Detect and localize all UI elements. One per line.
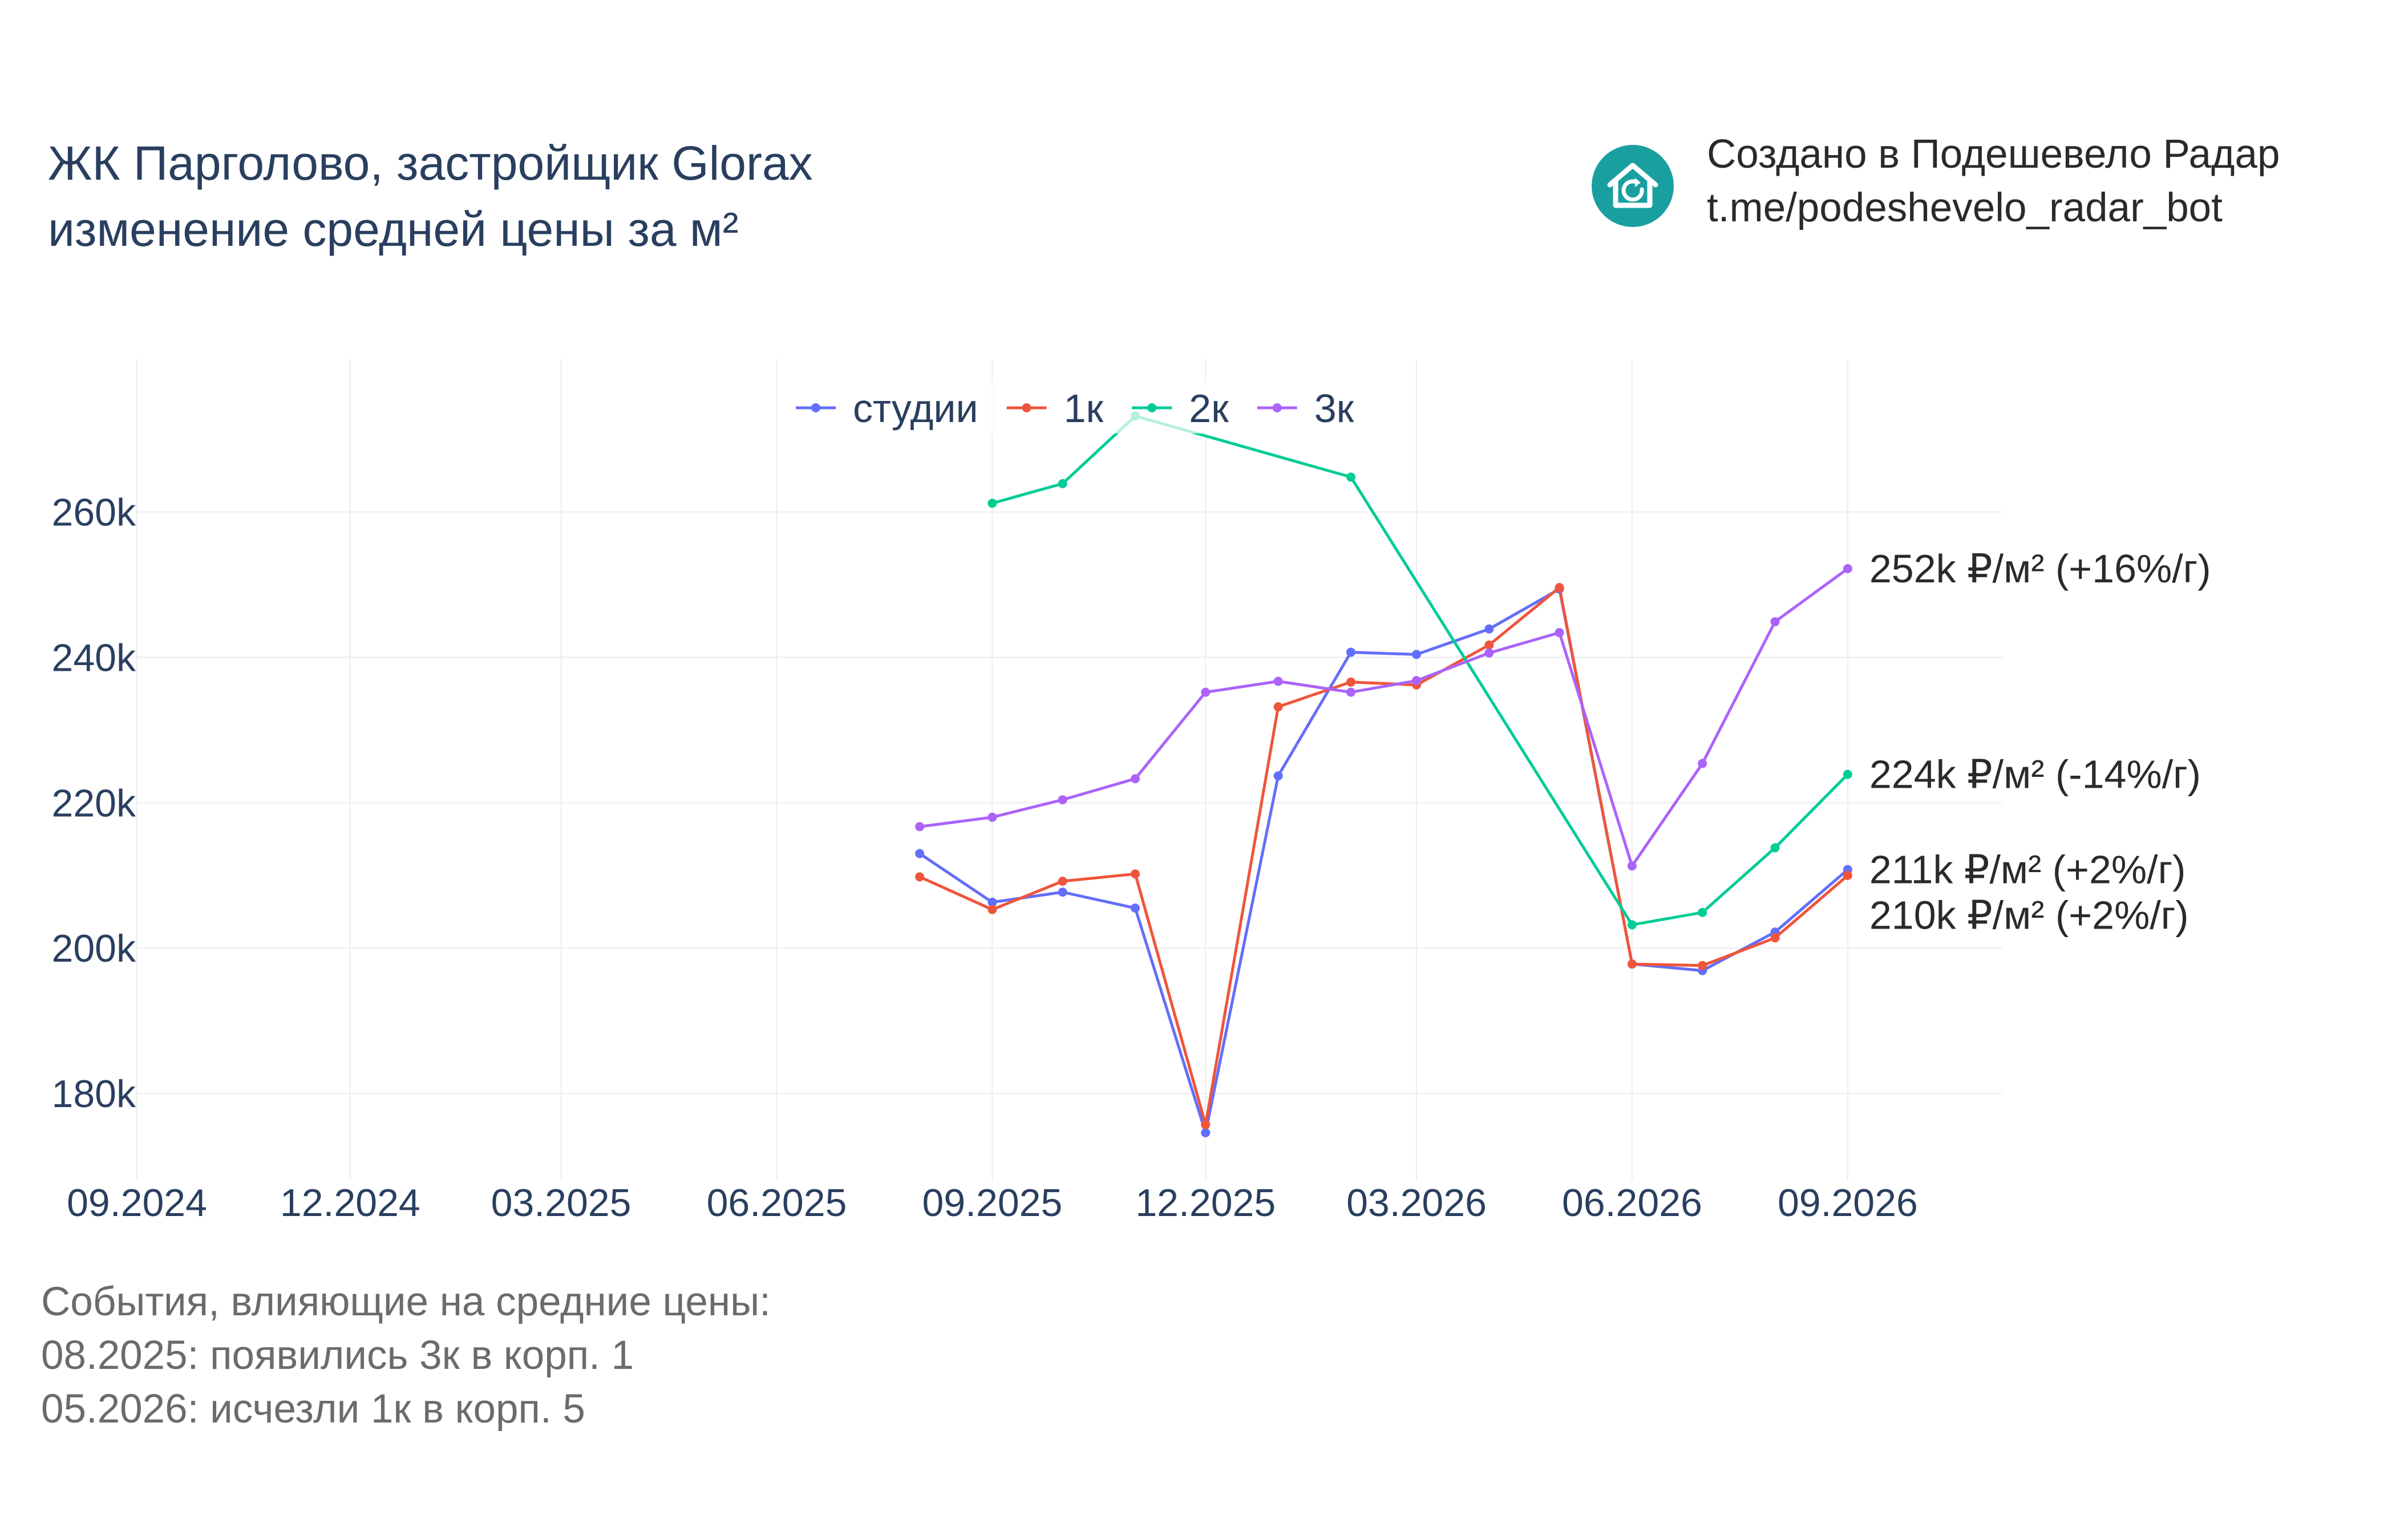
data-point	[1627, 861, 1637, 871]
data-point	[915, 872, 925, 882]
legend-marker	[1147, 403, 1157, 412]
legend-item-label: 3к	[1314, 386, 1354, 431]
data-point	[1627, 920, 1637, 930]
series-end-label: 224k ₽/м² (-14%/г)	[1869, 752, 2201, 797]
event-item-1: 08.2025: появились 3к в корп. 1	[41, 1333, 634, 1378]
data-point	[1698, 961, 1707, 970]
legend-item-label: 1к	[1064, 386, 1104, 431]
legend-marker	[1272, 403, 1282, 412]
x-tick-label: 09.2026	[1778, 1181, 1918, 1225]
x-tick-label: 03.2026	[1346, 1181, 1487, 1225]
y-tick-label: 240k	[52, 636, 136, 679]
data-point	[1484, 648, 1494, 658]
data-point	[987, 897, 997, 907]
data-point	[1770, 933, 1780, 943]
data-point	[1273, 702, 1283, 712]
data-point	[1484, 624, 1494, 634]
chart-title: ЖК Парголово, застройщик Glorax изменени…	[48, 130, 813, 262]
data-point	[1058, 887, 1067, 897]
x-tick-label: 03.2025	[491, 1181, 632, 1225]
data-point	[1131, 869, 1140, 879]
chart-title-line-1: ЖК Парголово, застройщик Glorax	[48, 136, 813, 190]
series-line-0	[918, 587, 1849, 1134]
y-tick-label: 200k	[52, 927, 136, 970]
data-point	[1201, 1120, 1211, 1129]
data-point	[1346, 647, 1355, 657]
data-point	[1273, 771, 1283, 781]
credit-line-1: Создано в Подешевело Радар	[1707, 132, 2280, 177]
legend-item-label: студии	[853, 386, 978, 431]
data-point	[1346, 472, 1355, 482]
data-point	[915, 822, 925, 832]
events-heading: События, влияющие на средние цены:	[41, 1279, 771, 1324]
data-point	[1411, 650, 1421, 659]
series-end-label: 210k ₽/м² (+2%/г)	[1869, 893, 2189, 938]
data-point	[1201, 1128, 1211, 1137]
series-line-3	[919, 567, 1849, 868]
data-point	[1346, 677, 1355, 687]
chart-title-line-2: изменение средней цены за м²	[48, 202, 739, 256]
data-point	[1058, 479, 1067, 488]
data-point	[1058, 795, 1067, 805]
series-line-1	[919, 586, 1849, 1126]
x-tick-label: 09.2025	[922, 1181, 1063, 1225]
data-point	[987, 905, 997, 914]
legend-item-label: 2к	[1189, 386, 1229, 431]
series-end-label: 211k ₽/м² (+2%/г)	[1869, 848, 2186, 892]
series-line-2	[991, 414, 1849, 926]
data-point	[1555, 583, 1564, 593]
data-point	[1555, 628, 1564, 638]
data-point	[1843, 564, 1852, 574]
data-point	[1843, 870, 1852, 880]
data-point	[987, 812, 997, 822]
y-tick-label: 180k	[52, 1072, 136, 1116]
credit-block: Создано в Подешевело Радар t.me/podeshev…	[1707, 128, 2280, 235]
event-item-2: 05.2026: исчезли 1к в корп. 5	[41, 1387, 585, 1432]
y-tick-label: 220k	[52, 781, 136, 825]
data-point	[1698, 759, 1707, 768]
x-tick-label: 12.2025	[1135, 1181, 1276, 1225]
data-point	[1273, 676, 1283, 686]
house-refresh-icon	[1592, 145, 1674, 227]
data-point	[1058, 876, 1067, 886]
x-tick-label: 06.2025	[707, 1181, 847, 1225]
events-notes: События, влияющие на средние цены: 08.20…	[41, 1275, 771, 1436]
x-tick-label: 12.2024	[280, 1181, 420, 1225]
legend-marker	[1022, 403, 1031, 412]
series-end-label: 252k ₽/м² (+16%/г)	[1869, 546, 2211, 591]
x-tick-label: 06.2026	[1562, 1181, 1702, 1225]
data-point	[1770, 617, 1780, 627]
data-point	[1698, 907, 1707, 917]
legend-marker	[811, 403, 820, 412]
y-tick-label: 260k	[52, 491, 136, 534]
data-point	[1770, 843, 1780, 853]
data-point	[1484, 640, 1494, 650]
data-point	[1201, 687, 1211, 697]
x-tick-label: 09.2024	[67, 1181, 207, 1225]
data-point	[987, 499, 997, 508]
data-point	[1627, 959, 1637, 969]
data-point	[1346, 687, 1355, 697]
data-point	[1131, 903, 1140, 913]
data-point	[1411, 676, 1421, 686]
credit-link[interactable]: t.me/podeshevelo_radar_bot	[1707, 185, 2223, 230]
data-point	[1131, 774, 1140, 784]
data-point	[1843, 769, 1852, 779]
data-point	[915, 849, 925, 858]
